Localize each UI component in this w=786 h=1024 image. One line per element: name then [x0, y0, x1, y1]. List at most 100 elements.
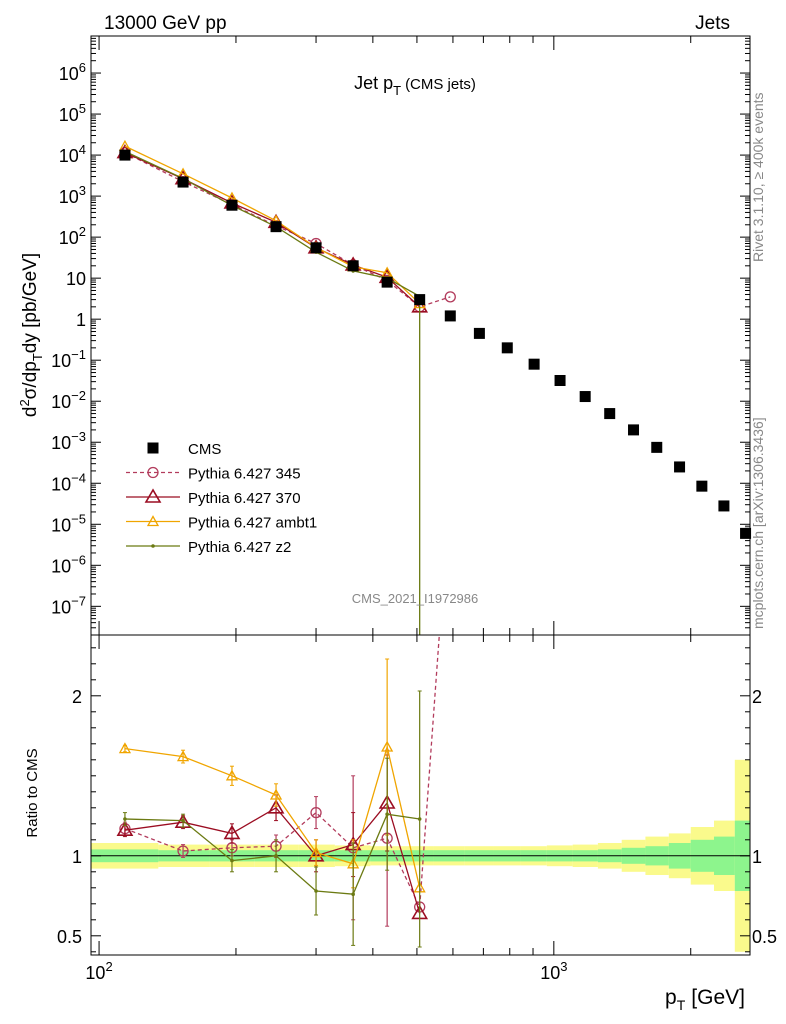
cms-point: [651, 441, 663, 453]
y-tick-label: 105: [59, 101, 86, 125]
p345-ratio-line: [124, 634, 440, 910]
y-tick-label: 10−3: [51, 429, 86, 453]
ratio-y-tick-label-right: 2: [752, 687, 762, 707]
cms-point: [628, 424, 640, 436]
y-tick-label: 102: [59, 224, 86, 248]
ratio-panel: 0.5 0.5 1 1 2 2 102 103 Ratio to CMS pT [GeV]: [24, 634, 777, 1013]
ratio-y-tick-label-right: 0.5: [752, 927, 777, 947]
legend-label-cms: CMS: [188, 441, 221, 458]
p345-point: [444, 291, 456, 303]
ratio-y-tick-label-right: 1: [752, 847, 762, 867]
x-tick-label: 102: [85, 959, 112, 983]
y-tick-label: 106: [59, 60, 86, 84]
z2-ratio-point: [123, 817, 127, 821]
cms-point: [473, 327, 485, 339]
header-right: Jets: [695, 13, 730, 34]
x-tick-label: 103: [540, 959, 567, 983]
main-y-ticks: 10−7 10−6 10−5 10−4 10−3 10−2 10−1 1 10 102 103 104…: [51, 35, 750, 955]
cms-point: [674, 461, 686, 473]
chart-title-sub: T: [393, 83, 401, 98]
ambt1-ratio-point: [118, 742, 132, 754]
legend-marker-p345: [147, 466, 159, 479]
y-tick-label: 1: [76, 310, 86, 330]
chart-title-main: Jet p: [354, 73, 393, 93]
ambt1-line: [124, 145, 421, 305]
ambt1-ratio-point: [225, 769, 239, 781]
z2-ratio-point: [417, 817, 422, 821]
ambt1-ratio-line: [124, 744, 421, 888]
y-tick-label: 103: [59, 183, 86, 207]
y-tick-label: 104: [59, 142, 86, 166]
y-tick-label: 10−2: [51, 388, 86, 412]
ratio-y-tick-label: 2: [72, 687, 82, 707]
ratio-panel-frame: [90, 634, 751, 956]
z2-ratio-point: [274, 854, 278, 858]
cms-point: [444, 310, 456, 322]
analysis-watermark: CMS_2021_I1972986: [352, 591, 479, 606]
y-tick-label: 10−1: [51, 347, 86, 371]
mcplots-reference-label: mcplots.cern.ch [arXiv:1306.3436]: [750, 417, 766, 629]
p370-ratio-point: [116, 821, 134, 837]
legend-label-z2: Pythia 6.427 z2: [188, 539, 291, 556]
legend-marker-z2: [151, 544, 155, 548]
x-label-sub: T: [677, 997, 686, 1013]
cms-point: [696, 480, 708, 492]
cms-point: [528, 358, 540, 370]
cms-point: [414, 294, 426, 306]
x-axis-label: pT [GeV]: [665, 986, 745, 1013]
legend-label-p370: Pythia 6.427 370: [188, 490, 301, 507]
z2-ratio-point: [230, 858, 234, 863]
ambt1-ratio-point: [381, 740, 394, 752]
x-label-unit: [GeV]: [691, 986, 745, 1009]
cms-point: [604, 408, 616, 420]
z2-ratio-point: [385, 812, 389, 816]
cms-point: [119, 149, 131, 161]
chart-title: Jet pT (CMS jets): [354, 73, 476, 98]
cms-point: [501, 342, 513, 354]
cms-point: [381, 276, 393, 288]
cms-point: [718, 500, 730, 512]
cms-point: [226, 199, 238, 211]
p345-ratio-point: [177, 845, 189, 857]
chart-title-extra: (CMS jets): [405, 76, 476, 93]
cms-point: [579, 391, 591, 403]
p370-ratio-point: [267, 799, 285, 814]
ambt1-ratio-point: [176, 750, 190, 762]
y-tick-label: 10−5: [51, 511, 86, 535]
ratio-series: [116, 634, 440, 948]
z2-ratio-point: [181, 818, 185, 823]
cms-point: [177, 176, 189, 188]
z2-ratio-point: [314, 889, 318, 893]
x-label-main: p: [665, 986, 677, 1009]
rivet-version-label: Rivet 3.1.10, ≥ 400k events: [750, 92, 766, 262]
ambt1-ratio-point: [309, 846, 323, 858]
p370-ratio-line: [124, 801, 421, 914]
legend-marker-p370: [144, 488, 162, 503]
legend-marker-cms: [147, 442, 159, 454]
cms-point: [554, 374, 566, 386]
legend-label-ambt1: Pythia 6.427 ambt1: [188, 515, 317, 532]
legend: CMS Pythia 6.427 345 Pythia 6.427 370 Pythi…: [126, 441, 317, 556]
legend-label-p345: Pythia 6.427 345: [188, 466, 301, 483]
legend-marker-ambt1: [146, 515, 160, 527]
p370-ratio-point: [223, 824, 241, 840]
cms-point: [270, 221, 282, 233]
main-y-label: d2σ/dpTdy [pb/GeV]: [17, 253, 45, 417]
cms-point: [347, 260, 359, 272]
header-left: 13000 GeV pp: [104, 13, 227, 34]
ratio-y-label: Ratio to CMS: [24, 748, 41, 837]
ratio-y-tick-label: 0.5: [57, 927, 82, 947]
cms-point: [310, 242, 322, 254]
ratio-ticks: 0.5 0.5 1 1 2 2 102 103: [57, 647, 777, 983]
y-tick-label: 10−6: [51, 552, 86, 576]
y-tick-label: 10−4: [51, 470, 86, 494]
y-tick-label: 10−7: [51, 593, 86, 617]
ratio-y-tick-label: 1: [72, 847, 82, 867]
p345-ratio-point: [310, 806, 322, 819]
ambt1-ratio-point: [269, 788, 283, 800]
cms-point: [740, 527, 752, 539]
z2-line: [124, 150, 420, 297]
ratio-uncertainty-band: [91, 759, 750, 952]
y-tick-label: 10: [66, 269, 86, 289]
